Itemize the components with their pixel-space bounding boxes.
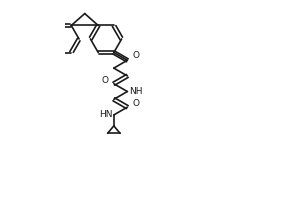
Text: NH: NH <box>129 87 142 96</box>
Text: O: O <box>101 76 108 85</box>
Text: HN: HN <box>99 110 112 119</box>
Text: O: O <box>133 99 140 108</box>
Text: O: O <box>133 51 140 60</box>
